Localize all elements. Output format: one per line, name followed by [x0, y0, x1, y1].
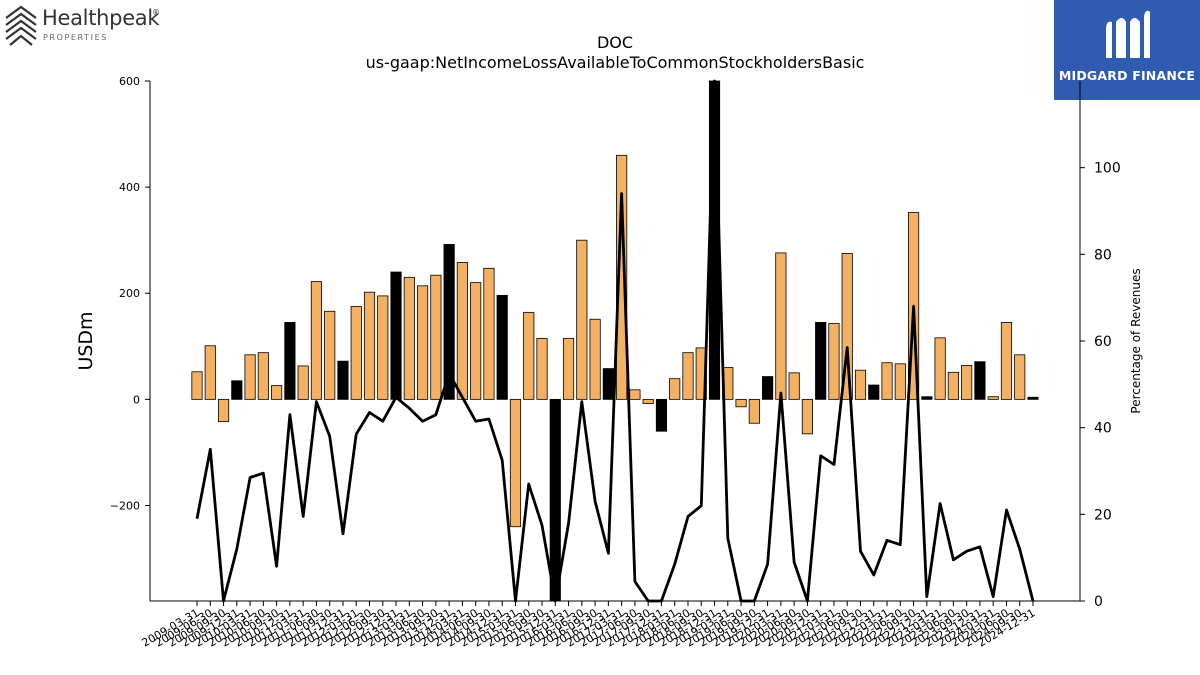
bar-series	[191, 80, 1039, 602]
bar-2021-03-31	[828, 323, 840, 400]
y-tick-label: 0	[133, 393, 140, 406]
bar-2009-06-30	[204, 345, 216, 400]
y2-tick-label: 20	[1094, 507, 1112, 523]
bar-2013-09-30	[430, 274, 442, 400]
y-axis-label: USDm	[75, 311, 97, 370]
y-tick-label: 600	[119, 75, 140, 88]
bar-2011-09-30	[324, 310, 336, 400]
bar-2022-12-31	[921, 396, 933, 400]
midgard-emblem-icon	[1106, 10, 1150, 59]
y2-tick-label: 40	[1094, 421, 1112, 437]
bar-2012-12-31	[390, 271, 402, 400]
bar-2023-03-31	[934, 337, 946, 400]
chart-title: DOC	[597, 33, 633, 52]
bar-2014-12-31	[496, 294, 508, 400]
bar-2022-03-31	[881, 362, 893, 400]
bar-2015-06-30	[523, 311, 535, 400]
midgard-finance-name: MIDGARD FINANCE	[1058, 68, 1196, 83]
bar-2013-06-30	[417, 285, 429, 400]
bar-2019-09-30	[748, 398, 760, 424]
bar-2017-12-31	[655, 398, 668, 432]
bar-2022-06-30	[894, 363, 906, 400]
y-tick-label: 200	[119, 287, 140, 300]
bar-2011-12-31	[337, 360, 349, 400]
bar-2018-03-31	[669, 378, 681, 400]
bar-2009-03-31	[191, 371, 203, 400]
midgard-finance-logo: MIDGARD FINANCE	[1054, 0, 1200, 100]
bar-2023-12-31	[974, 361, 986, 400]
bar-2017-06-30	[629, 389, 641, 400]
healthpeak-brand: Healthpeak	[42, 6, 160, 30]
bar-2023-06-30	[947, 371, 959, 400]
bar-2012-03-31	[350, 306, 362, 400]
registered-mark: ®	[152, 8, 160, 17]
bar-2014-09-30	[483, 267, 495, 400]
bar-2014-06-30	[470, 282, 482, 400]
bar-2021-09-30	[854, 369, 867, 400]
y2-tick-label: 0	[1094, 594, 1103, 610]
bar-2017-03-31	[616, 154, 628, 400]
bar-2016-06-30	[576, 239, 588, 400]
bar-2024-03-31	[987, 396, 999, 400]
bar-2021-06-30	[841, 253, 853, 400]
bar-2015-12-31	[549, 398, 561, 602]
bar-2009-09-30	[217, 398, 230, 423]
y-tick-label: 400	[119, 181, 140, 194]
percentage-line	[195, 79, 1035, 603]
bar-2016-12-31	[602, 368, 614, 400]
bar-2019-06-30	[735, 398, 747, 408]
bar-2020-06-30	[788, 372, 800, 400]
bar-2011-06-30	[310, 281, 323, 400]
bar-2018-06-30	[682, 352, 694, 400]
bar-2013-03-31	[403, 276, 415, 400]
bar-2024-06-30	[1000, 322, 1013, 400]
bar-2016-03-31	[562, 337, 575, 400]
chart-subtitle: us-gaap:NetIncomeLossAvailableToCommonSt…	[366, 53, 865, 72]
bar-2019-12-31	[762, 376, 774, 400]
bar-2014-03-31	[456, 262, 468, 400]
bar-2013-12-31	[443, 244, 455, 400]
bar-2024-09-30	[1014, 354, 1026, 400]
bar-2015-09-30	[536, 337, 548, 400]
bar-2012-09-30	[377, 295, 389, 400]
bar-2021-12-31	[868, 384, 880, 400]
bar-2012-06-30	[363, 291, 376, 400]
y2-tick-label: 100	[1094, 161, 1121, 177]
healthpeak-subtitle: PROPERTIES	[43, 33, 108, 42]
bar-2017-09-30	[642, 398, 654, 405]
y-tick-label: −200	[110, 499, 140, 512]
axes: −20002004006000204060801002009-03-312009…	[110, 75, 1121, 650]
bar-2020-09-30	[801, 398, 813, 435]
bar-2016-09-30	[589, 318, 601, 400]
bar-2011-03-31	[297, 365, 309, 400]
bar-2010-06-30	[257, 352, 269, 400]
bar-2020-12-31	[815, 322, 827, 400]
y2-axis-label: Percentage of Revenues	[1129, 268, 1143, 413]
bar-2010-03-31	[244, 354, 256, 400]
bar-2010-09-30	[271, 385, 283, 400]
healthpeak-logo: Healthpeak ® PROPERTIES	[4, 4, 164, 48]
bar-2023-09-30	[961, 365, 973, 400]
bar-2009-12-31	[231, 380, 243, 400]
bar-2015-03-31	[509, 398, 522, 528]
bar-2024-12-31	[1027, 396, 1039, 400]
bar-2020-03-31	[775, 252, 787, 400]
bar-2010-12-31	[284, 322, 296, 400]
y2-tick-label: 80	[1094, 247, 1112, 263]
house-stack-icon	[5, 5, 37, 46]
y2-tick-label: 60	[1094, 334, 1112, 350]
line-series	[195, 79, 1035, 603]
